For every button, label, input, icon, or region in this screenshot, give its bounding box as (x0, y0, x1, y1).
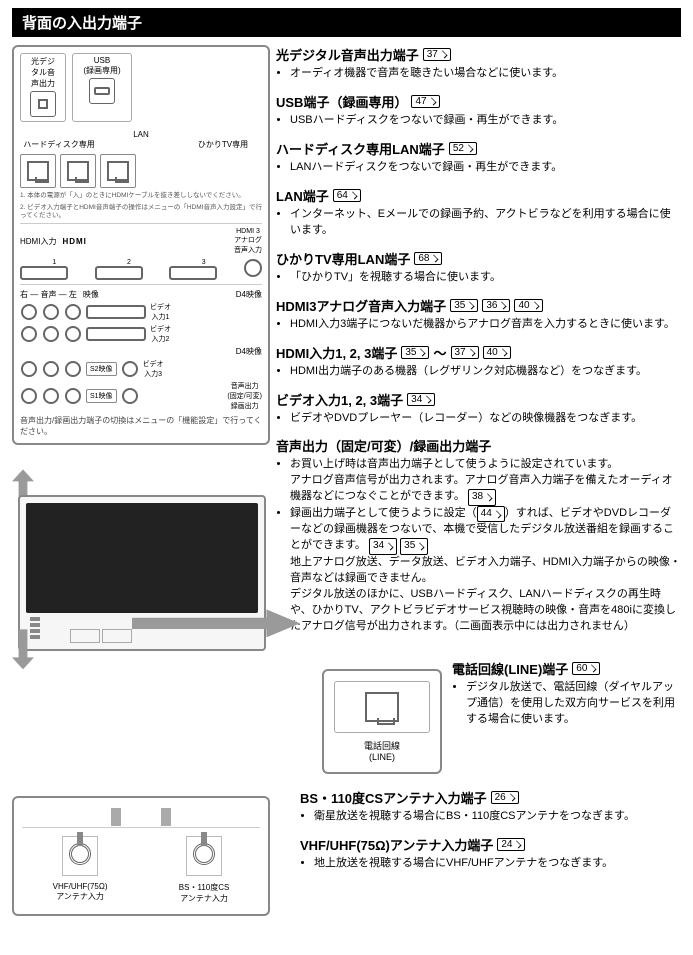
desc-title-text: ひかりTV専用LAN端子 (276, 249, 410, 268)
fine-print-1: 1. 本体の電源が「入」のときにHDMIケーブルを抜き差ししないでください。 (20, 192, 262, 200)
page-ref: 37 (451, 346, 479, 359)
page-ref: 37 (423, 48, 451, 61)
desc-item: HDMI入力1, 2, 3端子35～3740HDMI出力端子のある機器（レグザリ… (276, 343, 681, 380)
audio-out-bullet-2: 録画出力端子として使うように設定（44）すれば、ビデオやDVDレコーダーなどの録… (290, 506, 681, 555)
desc-title-text: ビデオ入力1, 2, 3端子 (276, 390, 403, 409)
s1-label: S1映像 (86, 389, 117, 403)
hdmi2-port (95, 266, 143, 280)
desc-title-text: HDMI3アナログ音声入力端子 (276, 296, 446, 315)
left-column: 光デジ タル音 声出力 USB (録画専用) LAN ハードディスク専用 ひかり… (12, 45, 270, 659)
hikari-lan-port (100, 154, 136, 188)
page-ref: 34 (407, 393, 435, 406)
page-ref: 35 (450, 299, 478, 312)
lan-ports-row: ハードディスク専用 ひかりTV専用 (20, 139, 262, 150)
antenna-diagram: VHF/UHF(75Ω) アンテナ入力 BS・110度CS アンテナ入力 (12, 796, 270, 916)
page-ref: 36 (482, 299, 510, 312)
descriptions-column: 光デジタル音声出力端子 37 オーディオ機器で音声を聴きたい場合などに使います。 US… (276, 45, 681, 659)
desc-title-text: LAN端子 (276, 186, 329, 205)
desc-bullet: USBハードディスクをつないで録画・再生ができます。 (290, 113, 681, 129)
desc-bullet: HDMI入力3端子につないだ機器からアナログ音声を入力するときに使います。 (290, 317, 681, 333)
hdmi-section: HDMI入力 HDMI HDMI 3 アナログ 音声入力 1 2 3 (20, 223, 262, 280)
desc-item: LAN端子 64 インターネット、Eメールでの録画予約、アクトビラなどを利用する場合… (276, 186, 681, 239)
d4-port-1 (86, 305, 146, 319)
line-port-diagram: 電話回線 (LINE) (322, 669, 442, 774)
bs-antenna-port: BS・110度CS アンテナ入力 (179, 836, 230, 904)
page-ref: 64 (333, 189, 361, 202)
desc-item: ビデオ入力1, 2, 3端子 34 ビデオやDVDプレーヤー（レコーダー）などの映像… (276, 390, 681, 427)
antenna-section: VHF/UHF(75Ω) アンテナ入力 BS・110度CS アンテナ入力 BS・… (12, 788, 681, 916)
usb-port: USB (録画専用) (72, 53, 132, 122)
page-ref: 35 (401, 346, 429, 359)
fine-print-2: 2. ビデオ入力端子とHDMI音声端子の操作はメニューの「HDMI音声入力設定」… (20, 204, 262, 220)
desc-bullet: オーディオ機器で音声を聴きたい場合などに使います。 (290, 66, 681, 82)
lan-port (60, 154, 96, 188)
desc-title-text: 光デジタル音声出力端子 (276, 45, 419, 64)
desc-bullet: LANハードディスクをつないで録画・再生ができます。 (290, 160, 681, 176)
desc-item: HDMI3アナログ音声入力端子 35 36 40 HDMI入力3端子につないだ機器からア… (276, 296, 681, 333)
page-ref: 52 (449, 142, 477, 155)
page-ref: 47 (411, 95, 439, 108)
desc-title-text: USB端子（録画専用） (276, 92, 407, 111)
desc-bullet: ビデオやDVDプレーヤー（レコーダー）などの映像機器をつなぎます。 (290, 411, 681, 427)
section-header: 背面の入出力端子 (12, 8, 681, 37)
hdmi3-analog-jack (244, 259, 262, 277)
hdmi1-port (20, 266, 68, 280)
desc-title-text: HDMI入力1, 2, 3端子 (276, 343, 397, 362)
rear-panel-diagram: 光デジ タル音 声出力 USB (録画専用) LAN ハードディスク専用 ひかり… (12, 45, 270, 445)
page-ref: 68 (414, 252, 442, 265)
lan-label: LAN (20, 130, 262, 139)
hdd-lan-port (20, 154, 56, 188)
desc-item: ハードディスク専用LAN端子 52 LANハードディスクをつないで録画・再生ができま… (276, 139, 681, 176)
desc-item: 光デジタル音声出力端子 37 オーディオ機器で音声を聴きたい場合などに使います。 (276, 45, 681, 82)
desc-bullet: インターネット、Eメールでの録画予約、アクトビラなどを利用する場合に使います。 (290, 207, 681, 239)
desc-title-text: ハードディスク専用LAN端子 (276, 139, 445, 158)
d4-port-2 (86, 327, 146, 341)
page-ref: 40 (483, 346, 511, 359)
s2-label: S2映像 (86, 362, 117, 376)
desc-item: USB端子（録画専用） 47 USBハードディスクをつないで録画・再生ができます。 (276, 92, 681, 129)
tv-rear-figure (12, 459, 270, 659)
page-ref: 40 (514, 299, 542, 312)
desc-bullet: HDMI出力端子のある機器（レグザリンク対応機器など）をつなぎます。 (290, 364, 681, 380)
hdmi3-port (169, 266, 217, 280)
audio-out-note-2: デジタル放送のほかに、USBハードディスク、LANハードディスクの再生時や、ひか… (290, 587, 681, 635)
av-section: 右 — 音声 — 左 映像 D4映像 ビデオ 入力1 ビデオ 入力2 D4映像 (20, 284, 262, 411)
desc-audio-out: 音声出力（固定/可変）/録画出力端子 お買い上げ時は音声出力端子として使うように… (276, 436, 681, 634)
vhf-antenna-port: VHF/UHF(75Ω) アンテナ入力 (53, 836, 108, 904)
audio-out-note-1: 地上アナログ放送、データ放送、ビデオ入力端子、HDMI入力端子からの映像・音声な… (290, 555, 681, 587)
desc-bullet: 「ひかりTV」を視聴する場合に使います。 (290, 270, 681, 286)
line-section: 電話回線 (LINE) 電話回線(LINE)端子 60 デジタル放送で、電話回線… (12, 659, 681, 788)
desc-item: ひかりTV専用LAN端子 68 「ひかりTV」を視聴する場合に使います。 (276, 249, 681, 286)
panel-caption: 音声出力/録画出力端子の切換はメニューの「機能設定」で行ってください。 (20, 415, 262, 437)
audio-out-bullet-1: お買い上げ時は音声出力端子として使うように設定されています。 アナログ音声信号が… (290, 457, 681, 505)
optical-port: 光デジ タル音 声出力 (20, 53, 66, 122)
